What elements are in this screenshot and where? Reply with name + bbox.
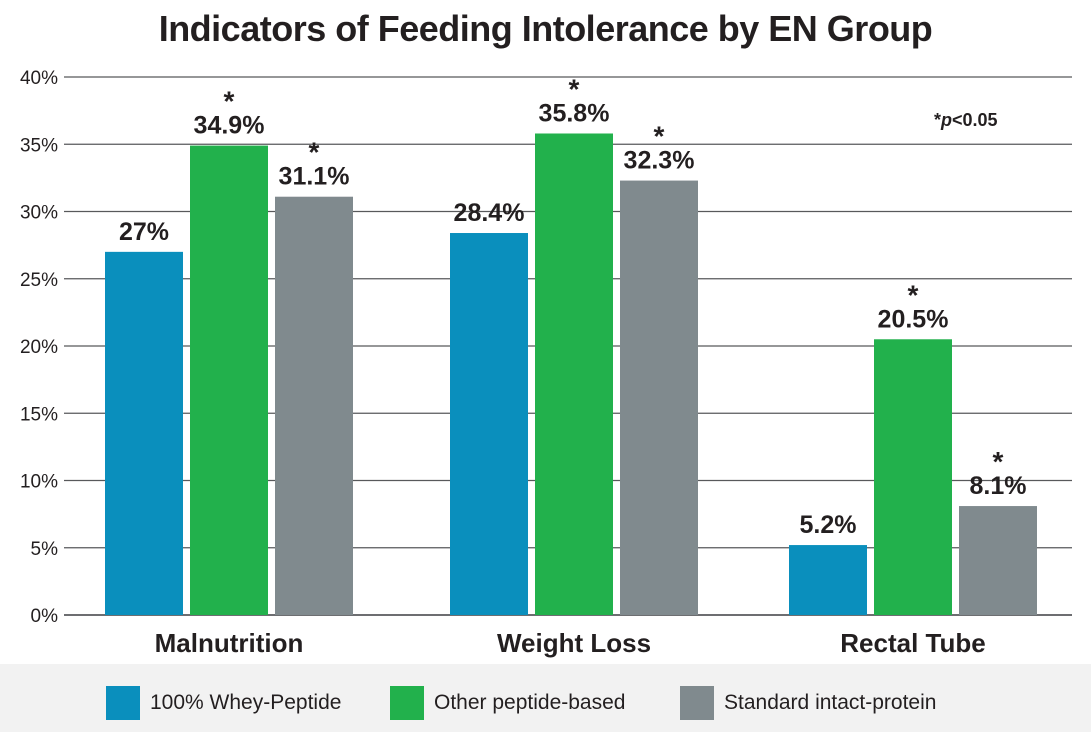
data-label: 20.5% bbox=[878, 305, 949, 333]
legend-swatch bbox=[680, 686, 714, 720]
data-label: 5.2% bbox=[800, 511, 857, 539]
chart-title: Indicators of Feeding Intolerance by EN … bbox=[158, 8, 933, 49]
data-label: 8.1% bbox=[970, 472, 1027, 500]
bar bbox=[874, 339, 952, 615]
significance-marker: * bbox=[309, 137, 320, 168]
data-label: 27% bbox=[119, 218, 169, 246]
legend: 100% Whey-Peptide Other peptide-based St… bbox=[0, 684, 1091, 722]
bar bbox=[190, 145, 268, 615]
y-tick-label: 35% bbox=[20, 135, 58, 156]
bar bbox=[535, 133, 613, 616]
y-tick-label: 40% bbox=[20, 68, 58, 89]
data-label: 32.3% bbox=[624, 147, 695, 175]
y-tick-label: 5% bbox=[31, 539, 59, 560]
y-tick-label: 20% bbox=[20, 337, 58, 358]
bar bbox=[789, 545, 867, 615]
data-label: 28.4% bbox=[454, 199, 525, 227]
significance-marker: * bbox=[908, 279, 919, 310]
legend-label: Other peptide-based bbox=[434, 691, 626, 714]
significance-marker: * bbox=[569, 73, 580, 104]
legend-label: 100% Whey-Peptide bbox=[150, 691, 342, 714]
y-tick-label: 30% bbox=[20, 203, 58, 224]
legend-swatch bbox=[106, 686, 140, 720]
x-category-label: Malnutrition bbox=[155, 628, 304, 658]
x-category-label: Weight Loss bbox=[497, 628, 651, 658]
y-tick-label: 10% bbox=[20, 472, 58, 493]
bar bbox=[275, 196, 353, 615]
significance-marker: * bbox=[654, 121, 665, 152]
legend-background bbox=[0, 664, 1091, 732]
data-label: 31.1% bbox=[279, 163, 350, 191]
x-category-label: Rectal Tube bbox=[840, 628, 985, 658]
bar bbox=[450, 233, 528, 615]
data-label: 35.8% bbox=[539, 99, 610, 127]
significance-note: *p<0.05 bbox=[934, 110, 998, 130]
bar bbox=[959, 506, 1037, 615]
bar-chart: 0% 5% 10% 15% 20% 25% 30% 35% 40% 27% 28.4% 5.2% 34.… bbox=[20, 68, 1072, 658]
y-tick-label: 25% bbox=[20, 270, 58, 291]
data-label: 34.9% bbox=[194, 112, 265, 140]
legend-label: Standard intact-protein bbox=[724, 691, 937, 714]
bar bbox=[620, 180, 698, 615]
significance-marker: * bbox=[993, 446, 1004, 477]
y-tick-label: 15% bbox=[20, 404, 58, 425]
legend-swatch bbox=[390, 686, 424, 720]
significance-marker: * bbox=[224, 86, 235, 117]
y-tick-label: 0% bbox=[31, 606, 59, 627]
bar bbox=[105, 251, 183, 615]
